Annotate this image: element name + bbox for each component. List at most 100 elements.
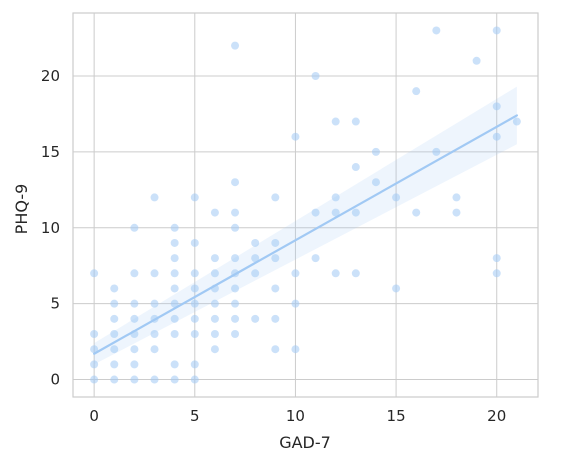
data-point xyxy=(150,375,159,384)
data-point xyxy=(110,360,119,369)
data-point xyxy=(150,299,159,308)
data-point xyxy=(271,193,280,202)
plot-frame xyxy=(72,12,539,398)
x-tick-label: 5 xyxy=(190,407,200,425)
data-point xyxy=(512,117,521,126)
y-tick-label: 20 xyxy=(41,67,60,85)
data-point xyxy=(210,208,219,217)
data-point xyxy=(130,269,139,278)
data-point xyxy=(110,284,119,293)
data-point xyxy=(170,375,179,384)
data-point xyxy=(231,299,240,308)
data-point xyxy=(271,254,280,263)
data-point xyxy=(190,284,199,293)
data-point xyxy=(190,330,199,339)
data-point xyxy=(210,314,219,323)
y-tick-label: 0 xyxy=(50,371,60,389)
data-point xyxy=(311,254,320,263)
data-point xyxy=(291,299,300,308)
data-point xyxy=(90,345,99,354)
axes-frame xyxy=(72,12,539,398)
x-tick-label: 15 xyxy=(387,407,406,425)
data-point xyxy=(231,223,240,232)
data-point xyxy=(251,238,260,247)
data-point xyxy=(492,26,501,35)
data-point xyxy=(210,345,219,354)
y-tick-labels: 0 5 10 15 20 xyxy=(41,67,60,389)
data-point xyxy=(231,41,240,50)
data-point xyxy=(170,238,179,247)
data-point xyxy=(190,269,199,278)
data-point xyxy=(210,269,219,278)
data-point xyxy=(231,314,240,323)
data-point xyxy=(170,223,179,232)
data-point xyxy=(170,284,179,293)
data-point xyxy=(231,284,240,293)
data-point xyxy=(190,193,199,202)
data-point xyxy=(251,269,260,278)
x-tick-label: 20 xyxy=(487,407,506,425)
data-point xyxy=(170,299,179,308)
y-axis-label: PHQ-9 xyxy=(12,184,31,235)
data-point xyxy=(351,163,360,172)
data-point xyxy=(452,193,461,202)
data-point xyxy=(130,375,139,384)
data-point xyxy=(492,102,501,111)
data-point xyxy=(331,193,340,202)
data-point xyxy=(331,269,340,278)
data-point xyxy=(90,330,99,339)
y-tick-label: 10 xyxy=(41,219,60,237)
data-point xyxy=(432,147,441,156)
data-point xyxy=(90,269,99,278)
data-point xyxy=(412,87,421,96)
data-point xyxy=(231,178,240,187)
data-point xyxy=(371,147,380,156)
data-point xyxy=(110,314,119,323)
regression-line-layer xyxy=(93,114,518,355)
data-point xyxy=(130,345,139,354)
data-points xyxy=(90,26,521,384)
data-point xyxy=(190,360,199,369)
data-point xyxy=(190,314,199,323)
data-point xyxy=(110,299,119,308)
data-point xyxy=(251,314,260,323)
data-point xyxy=(90,375,99,384)
y-tick-label: 15 xyxy=(41,143,60,161)
data-point xyxy=(190,375,199,384)
data-point xyxy=(452,208,461,217)
data-point xyxy=(110,345,119,354)
data-point xyxy=(492,132,501,141)
data-point xyxy=(351,269,360,278)
data-point xyxy=(351,117,360,126)
data-point xyxy=(110,375,119,384)
data-point xyxy=(170,360,179,369)
data-point xyxy=(231,208,240,217)
data-point xyxy=(412,208,421,217)
grid-lines xyxy=(73,13,538,397)
data-point xyxy=(130,223,139,232)
data-point xyxy=(392,193,401,202)
data-point xyxy=(90,360,99,369)
data-point xyxy=(271,345,280,354)
data-point xyxy=(311,71,320,80)
data-point xyxy=(371,178,380,187)
data-point xyxy=(170,330,179,339)
data-point xyxy=(311,208,320,217)
y-tick-label: 5 xyxy=(50,295,60,313)
data-point xyxy=(291,132,300,141)
x-tick-label: 10 xyxy=(286,407,305,425)
data-point xyxy=(170,314,179,323)
data-point xyxy=(291,345,300,354)
data-point xyxy=(271,238,280,247)
data-point xyxy=(170,254,179,263)
data-point xyxy=(492,254,501,263)
data-point xyxy=(110,330,119,339)
data-point xyxy=(251,254,260,263)
data-point xyxy=(392,284,401,293)
data-point xyxy=(130,360,139,369)
data-point xyxy=(190,299,199,308)
data-point xyxy=(271,284,280,293)
data-point xyxy=(210,254,219,263)
